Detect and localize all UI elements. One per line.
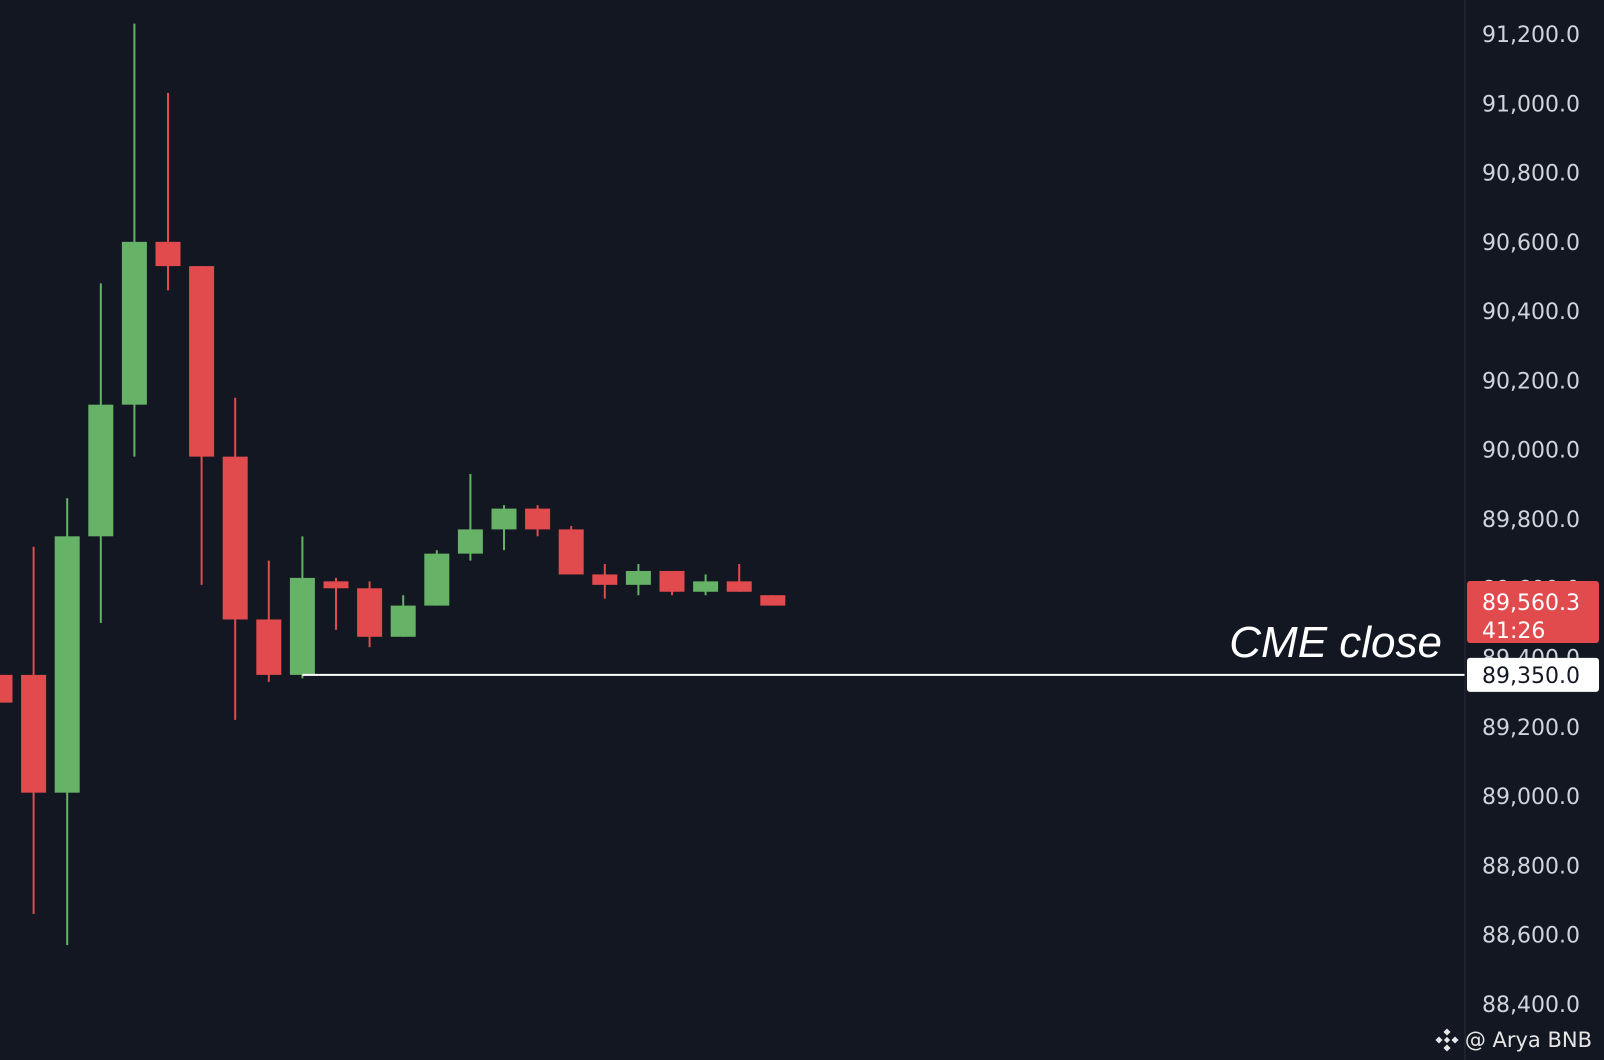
y-tick-label: 88,800.0 xyxy=(1482,854,1580,879)
candle[interactable] xyxy=(424,550,450,606)
candle[interactable] xyxy=(592,564,618,599)
last-price-badge: 89,560.3 41:26 xyxy=(1467,581,1599,644)
last-price-value: 89,560.3 xyxy=(1482,591,1580,616)
candle[interactable] xyxy=(54,498,80,946)
candle-body xyxy=(54,536,80,793)
candle[interactable] xyxy=(491,505,517,551)
candle[interactable] xyxy=(558,525,584,575)
candle-body xyxy=(189,266,215,457)
bar-countdown: 41:26 xyxy=(1482,619,1545,644)
candle[interactable] xyxy=(525,505,551,537)
candle[interactable] xyxy=(289,536,315,679)
candle[interactable] xyxy=(256,560,282,682)
candle-body xyxy=(0,674,13,703)
watermark: @ Arya BNB xyxy=(1435,1028,1592,1052)
candle-body xyxy=(424,553,450,606)
candle-body xyxy=(88,404,114,537)
y-tick-label: 89,200.0 xyxy=(1482,716,1580,741)
cme-close-price-label: 89,350.0 xyxy=(1482,664,1580,689)
candle[interactable] xyxy=(625,564,651,596)
candle-body xyxy=(323,581,349,589)
candle-body xyxy=(222,456,248,620)
candle[interactable] xyxy=(0,674,13,703)
candle[interactable] xyxy=(121,23,147,457)
y-tick-label: 90,400.0 xyxy=(1482,300,1580,325)
y-tick-label: 89,000.0 xyxy=(1482,785,1580,810)
candle-body xyxy=(726,581,752,592)
y-tick-label: 88,400.0 xyxy=(1482,993,1580,1018)
cme-close-price-badge: 89,350.0 xyxy=(1467,657,1599,692)
candle-body xyxy=(558,529,584,575)
cme-close-annotation: CME close xyxy=(1229,618,1442,667)
price-axis[interactable]: 91,200.0 91,000.0 90,800.0 90,600.0 90,400.0… xyxy=(1482,23,1580,1018)
candles-layer xyxy=(0,23,786,946)
candle-body xyxy=(625,570,651,585)
candle[interactable] xyxy=(760,595,786,606)
y-tick-label: 91,000.0 xyxy=(1482,92,1580,117)
candle-body xyxy=(491,508,517,530)
candle-body xyxy=(155,241,181,267)
candle[interactable] xyxy=(726,564,752,592)
candle[interactable] xyxy=(323,577,349,630)
candle[interactable] xyxy=(390,595,416,637)
y-tick-label: 90,200.0 xyxy=(1482,369,1580,394)
candle[interactable] xyxy=(21,546,47,914)
candle-body xyxy=(256,619,282,675)
candle-body xyxy=(457,529,483,554)
y-tick-label: 88,600.0 xyxy=(1482,924,1580,949)
watermark-text: @ Arya BNB xyxy=(1464,1028,1592,1052)
candle-body xyxy=(390,605,416,637)
candle-body xyxy=(357,588,383,637)
candle-body xyxy=(592,574,618,585)
candle-body xyxy=(760,595,786,606)
y-tick-label: 90,600.0 xyxy=(1482,231,1580,256)
candle[interactable] xyxy=(155,92,181,291)
y-tick-label: 90,000.0 xyxy=(1482,439,1580,464)
candle[interactable] xyxy=(357,581,383,648)
y-tick-label: 91,200.0 xyxy=(1482,23,1580,48)
candle-body xyxy=(121,241,147,405)
candle-body xyxy=(21,674,47,793)
candle[interactable] xyxy=(457,473,483,561)
y-tick-label: 89,800.0 xyxy=(1482,508,1580,533)
binance-icon xyxy=(1435,1028,1459,1052)
candle[interactable] xyxy=(88,283,114,623)
y-tick-label: 90,800.0 xyxy=(1482,162,1580,187)
candle-body xyxy=(525,508,551,530)
candle-body xyxy=(289,577,315,675)
candle[interactable] xyxy=(693,574,719,596)
candle[interactable] xyxy=(659,570,685,596)
candle-body xyxy=(659,570,685,592)
candle-body xyxy=(693,581,719,592)
candle[interactable] xyxy=(222,397,248,720)
candle[interactable] xyxy=(189,266,215,585)
